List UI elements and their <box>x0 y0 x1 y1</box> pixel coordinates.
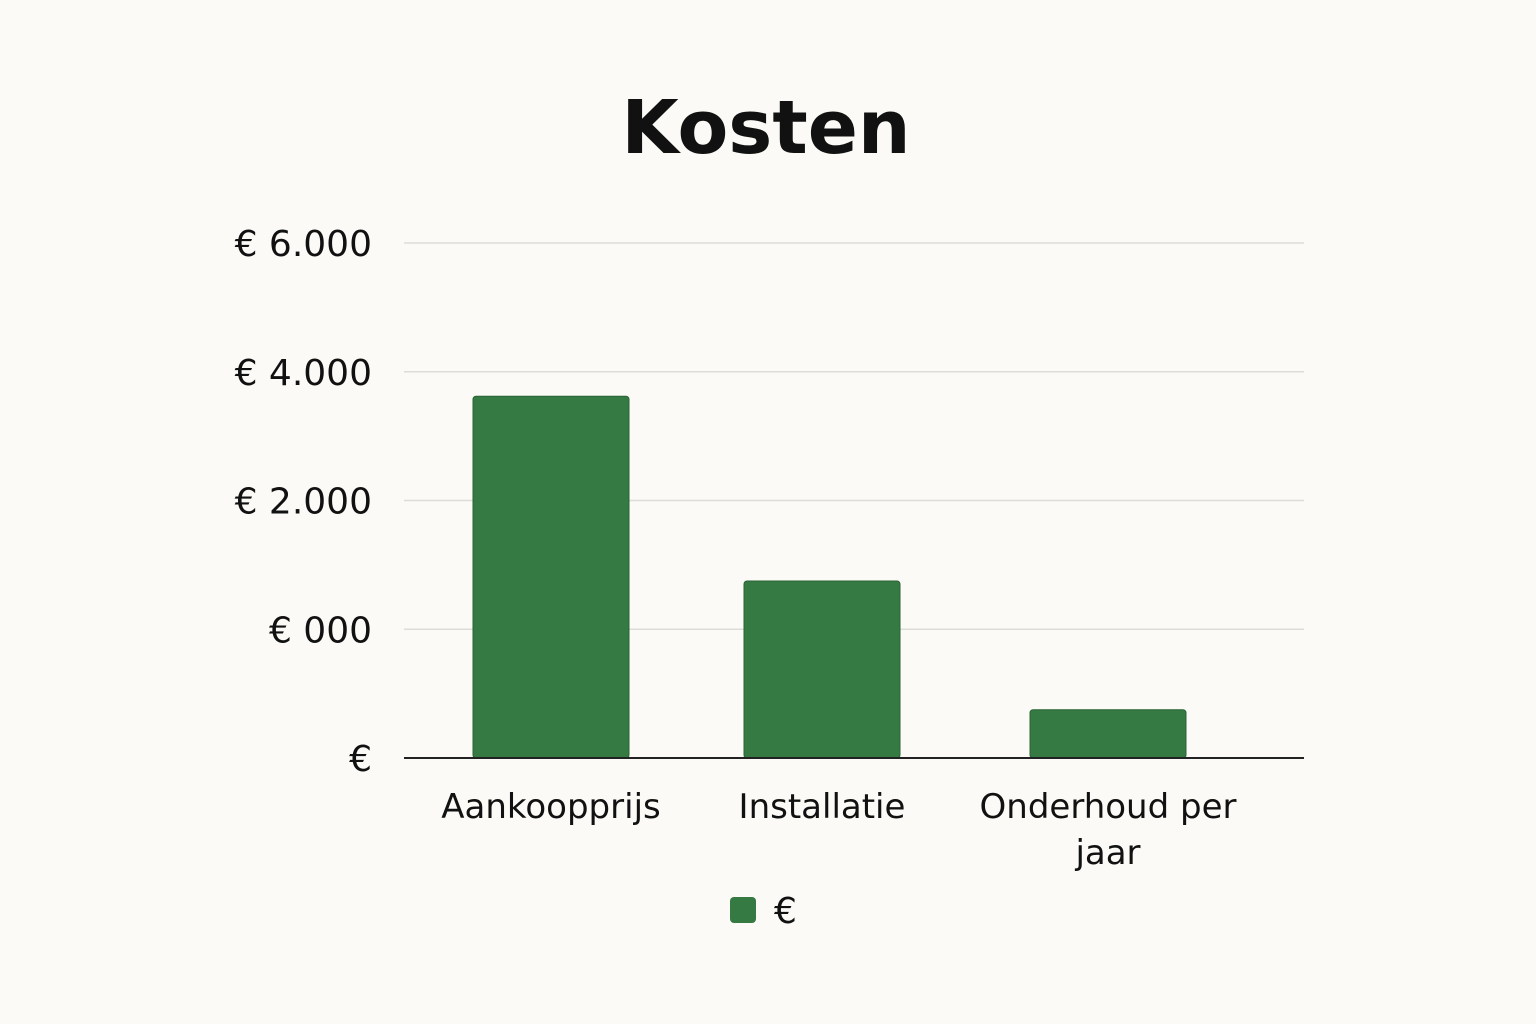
bar <box>1029 709 1187 759</box>
y-tick-label: € 6.000 <box>235 224 372 265</box>
x-tick-label: Aankoopprijs <box>441 787 660 827</box>
x-tick-label: Onderhoud per jaar <box>980 787 1237 873</box>
bar <box>472 395 630 759</box>
chart-title: Kosten <box>621 85 910 171</box>
x-axis-labels: Aankoopprijs Installatie Onderhoud per jaar <box>441 787 1236 873</box>
y-tick-label: € <box>349 739 372 780</box>
bar <box>743 580 901 759</box>
y-tick-label: € 4.000 <box>235 353 372 394</box>
legend: € <box>730 891 797 932</box>
legend-label: € <box>774 891 797 932</box>
y-tick-label: € 2.000 <box>235 482 372 523</box>
y-tick-label: € 000 <box>269 610 372 651</box>
y-axis-ticks: € € 000 € 2.000 € 4.000 € 6.000 <box>235 224 372 780</box>
x-tick-label: Installatie <box>739 787 906 827</box>
bars <box>472 395 1187 759</box>
legend-swatch <box>730 897 756 923</box>
